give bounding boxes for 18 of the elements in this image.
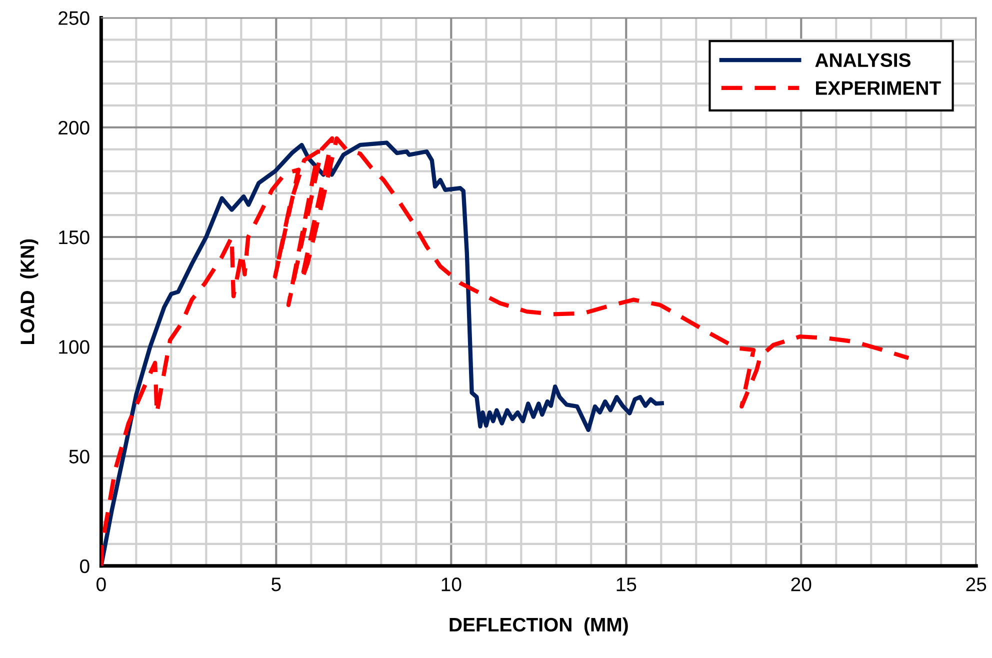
x-axis-title: DEFLECTION (MM) [450, 617, 628, 636]
line-series [101, 136, 911, 566]
x-tick-label: 15 [616, 578, 636, 592]
x-tick-label: 25 [966, 578, 986, 592]
y-axis-title: LOAD (KN) [20, 239, 38, 344]
y-tick-label: 250 [58, 11, 90, 26]
legend-label: EXPERIMENT [816, 81, 941, 95]
x-tick-label: 5 [272, 578, 281, 592]
x-tick-label: 0 [96, 578, 106, 592]
line-series [101, 140, 664, 566]
x-tick-label: 10 [442, 578, 462, 592]
y-tick-label: 100 [59, 340, 90, 354]
y-tick-label: 200 [58, 120, 90, 135]
y-tick-label: 50 [69, 450, 90, 464]
x-tick-label: 20 [791, 578, 812, 592]
y-tick-label: 150 [59, 230, 90, 244]
y-tick-label: 0 [80, 559, 90, 574]
legend-label: ANALYSIS [815, 53, 910, 68]
